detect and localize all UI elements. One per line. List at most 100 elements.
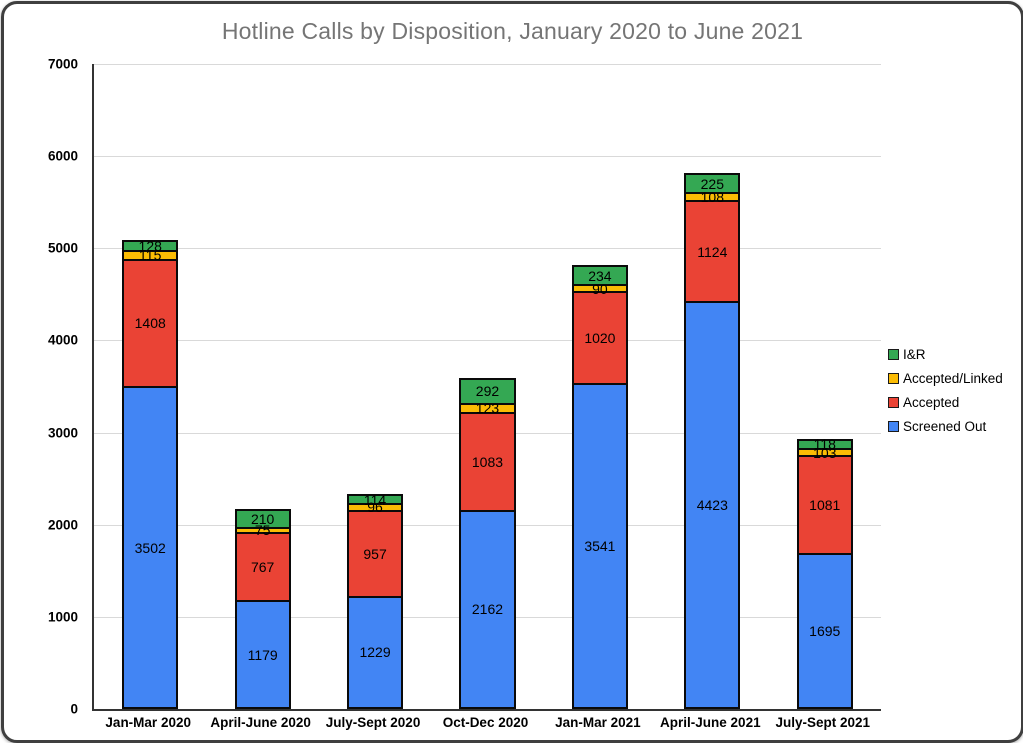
segment-value-label: 225 [700, 175, 724, 192]
plot-area: 128 115 1408 3502 210 75 767 1179 114 96 957 1229 29… [92, 64, 881, 711]
stacked-bar: 210 75 767 1179 [234, 64, 291, 709]
segment-value-label: 1229 [359, 644, 391, 661]
legend-item: Screened Out [888, 419, 1003, 434]
legend-label: Accepted [903, 395, 960, 410]
stacked-bar: 118 103 1081 1695 [796, 64, 853, 709]
segment-value-label: 103 [813, 444, 837, 461]
stacked-bar: 234 90 1020 3541 [571, 64, 628, 709]
segment-value-label: 767 [250, 559, 275, 576]
gridline-6000 [94, 156, 881, 158]
segment-value-label: 115 [139, 247, 162, 264]
bar-slot: 292 123 1083 2162 [431, 64, 543, 709]
gridline-5000 [94, 248, 881, 250]
segment-value-label: 90 [592, 280, 608, 297]
legend-item: Accepted/Linked [888, 371, 1003, 386]
bar-segment: 1229 [346, 595, 404, 709]
bar-slot: 210 75 767 1179 [206, 64, 318, 709]
chart-title: Hotline Calls by Disposition, January 20… [221, 18, 804, 44]
y-tick-label: 5000 [47, 240, 78, 256]
bar-segment: 90 [571, 282, 628, 296]
x-tick-label: Jan-Mar 2021 [555, 715, 641, 730]
y-tick-label: 3000 [47, 425, 78, 441]
bar-segment: 957 [346, 509, 404, 598]
bar-segment: 1408 [122, 258, 179, 389]
legend-label: I&R [903, 347, 926, 362]
bar-segment: 3541 [571, 382, 628, 709]
bar-segment: 210 [234, 509, 291, 529]
bar-slot: 118 103 1081 1695 [769, 64, 881, 709]
bar-segment: 292 [459, 377, 516, 405]
segment-value-label: 128 [138, 238, 162, 255]
y-tick-label: 6000 [47, 148, 78, 164]
bar-segment: 115 [122, 247, 179, 264]
segment-value-label: 108 [700, 188, 724, 205]
legend-item: I&R [888, 347, 1003, 362]
bar-segment: 108 [684, 188, 741, 205]
x-tick-label: April-June 2021 [660, 715, 761, 730]
bar-segment: 234 [571, 264, 628, 287]
segment-value-label: 1124 [697, 243, 728, 260]
bar-slot: 225 108 1124 4423 [656, 64, 768, 709]
bar-segment: 1020 [571, 290, 628, 385]
bar-segment: 4423 [684, 301, 741, 709]
legend-label: Accepted/Linked [903, 371, 1003, 386]
legend-item: Accepted [888, 395, 1003, 410]
legend-marker-icon [888, 349, 899, 360]
bar-slots: 128 115 1408 3502 210 75 767 1179 114 96 957 1229 29… [94, 64, 881, 709]
bar-segment: 1695 [796, 552, 853, 709]
bar-segment: 128 [122, 238, 179, 255]
segment-value-label: 4423 [696, 497, 728, 514]
segment-value-label: 292 [475, 383, 500, 400]
segment-value-label: 210 [250, 511, 275, 528]
segment-value-label: 1695 [809, 622, 841, 639]
segment-value-label: 114 [363, 491, 387, 508]
y-tick-label: 7000 [47, 56, 78, 72]
x-tick-label: July-Sept 2020 [325, 715, 421, 730]
legend-marker-icon [888, 421, 899, 432]
stacked-bar: 128 115 1408 3502 [122, 64, 179, 709]
segment-value-label: 3502 [134, 539, 166, 556]
x-tick-label: Jan-Mar 2020 [105, 715, 191, 730]
y-tick-label: 2000 [47, 517, 78, 533]
bar-segment: 118 [796, 436, 853, 453]
bar-segment: 96 [346, 499, 404, 516]
segment-value-label: 96 [367, 499, 383, 516]
gridline-7000 [94, 64, 881, 65]
segment-value-label: 1020 [584, 329, 616, 346]
segment-value-label: 123 [475, 400, 500, 417]
bar-segment: 1179 [234, 600, 291, 709]
y-axis: 0 1000 2000 3000 4000 5000 6000 7000 [4, 57, 84, 717]
segment-value-label: 1083 [471, 453, 504, 470]
bar-segment: 75 [234, 523, 291, 537]
x-axis-labels: Jan-Mar 2020 April-June 2020 July-Sept 202… [92, 715, 879, 730]
bar-segment: 114 [346, 491, 404, 508]
x-tick-label: April-June 2020 [210, 715, 311, 730]
segment-value-label: 1408 [134, 315, 166, 332]
bar-segment: 2162 [459, 509, 516, 709]
legend-label: Screened Out [903, 419, 987, 434]
bar-segment: 3502 [122, 386, 179, 709]
x-tick-label: Oct-Dec 2020 [442, 715, 529, 730]
chart-legend: I&R Accepted/Linked Accepted Screened Out [888, 347, 1003, 434]
legend-marker-icon [888, 373, 899, 384]
x-tick-label: July-Sept 2021 [775, 715, 871, 730]
bar-segment: 1081 [796, 455, 853, 555]
stacked-bar: 114 96 957 1229 [346, 64, 404, 709]
bar-segment: 123 [459, 400, 516, 417]
segment-value-label: 1081 [809, 497, 841, 514]
segment-value-label: 234 [588, 267, 612, 284]
segment-value-label: 118 [813, 436, 836, 453]
legend-marker-icon [888, 397, 899, 408]
y-tick-label: 1000 [47, 609, 78, 625]
bar-segment: 767 [234, 531, 291, 603]
y-tick-label: 0 [70, 701, 78, 717]
bar-slot: 114 96 957 1229 [319, 64, 431, 709]
segment-value-label: 957 [363, 545, 387, 562]
stacked-bar: 225 108 1124 4423 [684, 64, 741, 709]
segment-value-label: 2162 [471, 601, 504, 618]
bar-segment: 103 [796, 444, 853, 461]
segment-value-label: 75 [254, 522, 271, 539]
segment-value-label: 1179 [247, 646, 278, 663]
bar-slot: 128 115 1408 3502 [94, 64, 206, 709]
